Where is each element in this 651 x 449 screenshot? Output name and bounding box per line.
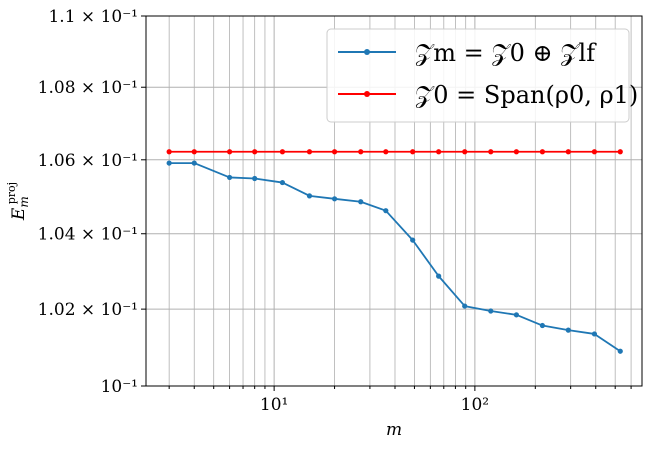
- series-0-point: [462, 303, 468, 309]
- legend-label-0: 𝒵m = 𝒵0 ⊕ 𝒵lf: [415, 39, 597, 67]
- series-1-point: [279, 149, 286, 155]
- ticks: 10⁻¹ 1.02 × 10⁻¹ 1.04 × 10⁻¹ 1.06 × 10⁻¹ 1.0…: [38, 7, 632, 415]
- series-0-point: [191, 160, 197, 166]
- series-0-point: [488, 308, 494, 314]
- series-1-point: [410, 149, 416, 155]
- series-1-point: [331, 149, 338, 155]
- y-tick-label: 1.02 × 10⁻¹: [38, 300, 138, 320]
- series-0-point: [513, 312, 520, 318]
- series-0-point: [358, 199, 364, 205]
- legend-box: [326, 28, 630, 123]
- series-1-point: [488, 149, 494, 155]
- legend-label-1: 𝒵0 = Span(ρ0, ρ1): [415, 81, 638, 109]
- series-1-point: [306, 149, 313, 155]
- series-1-point: [539, 149, 546, 155]
- x-tick-label: 10²: [461, 395, 489, 415]
- series-layer: [166, 149, 623, 354]
- series-1-point: [227, 149, 233, 155]
- series-0-point: [279, 179, 286, 186]
- legend-entry-1: 𝒵0 = Span(ρ0, ρ1): [338, 81, 638, 109]
- series-1-point: [436, 149, 442, 155]
- y-tick-label: 1.1 × 10⁻¹: [48, 7, 138, 27]
- series-0-point: [227, 174, 233, 181]
- y-axis-label-sup: proj: [5, 182, 18, 204]
- y-tick-label: 1.04 × 10⁻¹: [38, 225, 138, 245]
- legend: 𝒵m = 𝒵0 ⊕ 𝒵lf 𝒵0 = Span(ρ0, ρ1): [326, 28, 638, 123]
- series-1-point: [166, 149, 172, 155]
- series-1-point: [252, 149, 258, 155]
- series-1-point: [383, 149, 389, 155]
- series-1-point: [513, 149, 520, 155]
- legend-marker-0: [364, 49, 370, 55]
- series-0-point: [410, 237, 416, 243]
- series-1-point: [565, 149, 571, 155]
- series-0-point: [331, 196, 338, 202]
- series-1-point: [191, 149, 197, 155]
- series-0-point: [539, 322, 546, 329]
- legend-marker-1: [364, 91, 370, 97]
- plot-frame: [145, 15, 643, 387]
- legend-entry-0: 𝒵m = 𝒵0 ⊕ 𝒵lf: [338, 39, 597, 67]
- series-0-point: [166, 160, 172, 166]
- y-axis-label-sub: m: [17, 196, 31, 207]
- x-tick-label: 10¹: [260, 395, 288, 415]
- series-1-point: [617, 149, 623, 155]
- series-line-0: [169, 162, 621, 352]
- y-axis-label: Emproj: [5, 182, 31, 221]
- x-axis-label: m: [386, 420, 402, 440]
- series-0-point: [591, 331, 598, 337]
- series-1-point: [591, 149, 598, 155]
- series-0-point: [617, 348, 623, 354]
- y-tick-label: 1.06 × 10⁻¹: [38, 151, 138, 171]
- y-tick-label: 10⁻¹: [101, 377, 138, 397]
- svg-text:Emproj: Emproj: [5, 182, 31, 221]
- series-0-point: [436, 273, 442, 279]
- series-1-point: [358, 149, 364, 155]
- series-0-point: [383, 208, 389, 214]
- series-0-point: [306, 193, 313, 199]
- series-0-point: [252, 175, 258, 182]
- y-tick-label: 1.08 × 10⁻¹: [38, 78, 138, 98]
- series-0-point: [565, 327, 571, 333]
- series-1-point: [462, 149, 468, 155]
